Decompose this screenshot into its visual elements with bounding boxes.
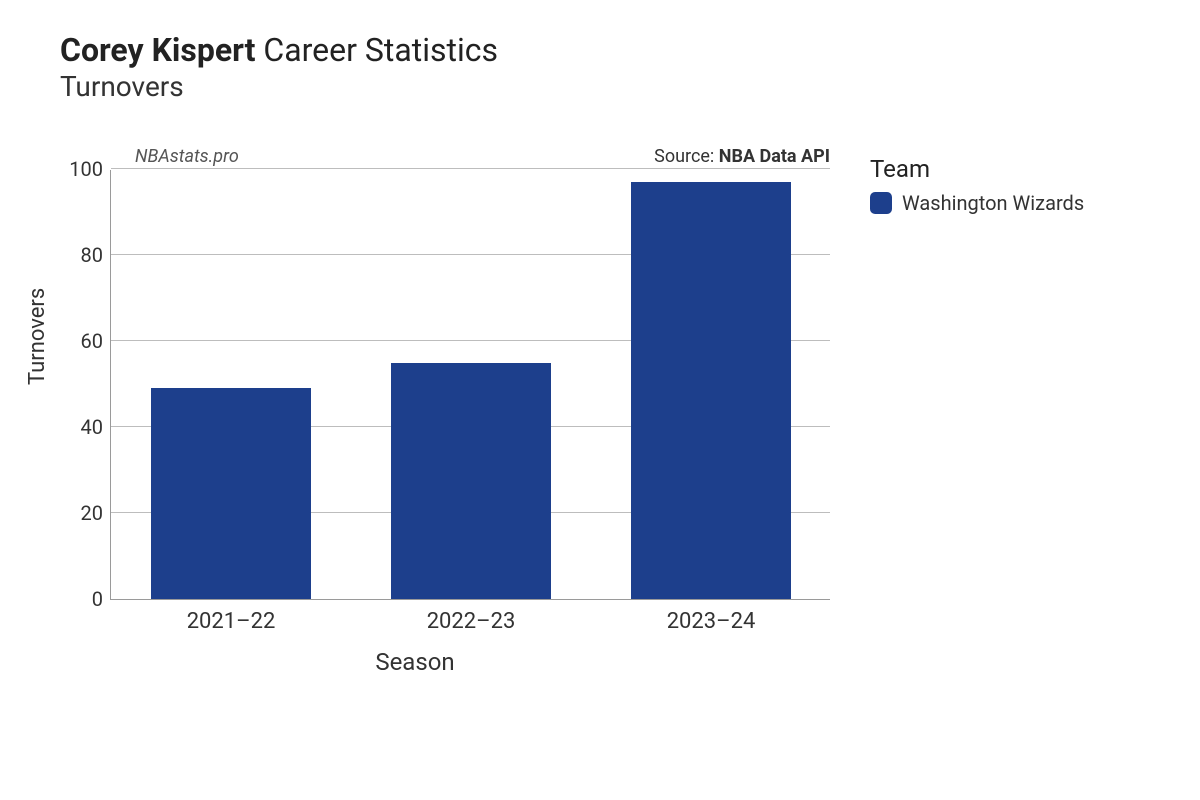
legend-title: Team [870, 155, 1084, 183]
x-tick-label: 2022–23 [427, 609, 516, 634]
watermark-text: NBAstats.pro [135, 146, 239, 167]
source-name: NBA Data API [719, 146, 830, 167]
y-tick-label: 20 [81, 501, 103, 525]
bar [391, 363, 552, 600]
y-tick-label: 100 [69, 157, 103, 181]
y-tick-label: 0 [92, 587, 103, 611]
y-tick-label: 60 [81, 329, 103, 353]
legend-item-label: Washington Wizards [902, 191, 1084, 215]
legend-item: Washington Wizards [870, 191, 1084, 215]
title-block: Corey Kispert Career Statistics Turnover… [60, 30, 498, 103]
bar [151, 388, 312, 599]
y-tick-label: 40 [81, 415, 103, 439]
bar [631, 182, 792, 599]
chart-subtitle: Turnovers [60, 70, 498, 103]
y-tick-label: 80 [81, 243, 103, 267]
source-label: Source: NBA Data API [654, 146, 830, 167]
grid-line [111, 168, 830, 169]
x-tick-label: 2023–24 [667, 609, 756, 634]
y-axis-title: Turnovers [25, 288, 50, 385]
legend: Team Washington Wizards [870, 155, 1084, 215]
title-player-name: Corey Kispert [60, 31, 255, 69]
x-tick-label: 2021–22 [187, 609, 276, 634]
chart-root: Corey Kispert Career Statistics Turnover… [0, 0, 1200, 800]
plot-wrap: NBAstats.pro Source: NBA Data API 020406… [75, 150, 835, 650]
legend-swatch [870, 192, 892, 214]
x-axis-title: Season [0, 648, 830, 676]
plot-area: 0204060801002021–222022–232023–24 [110, 170, 830, 600]
title-suffix: Career Statistics [255, 31, 498, 69]
source-prefix: Source: [654, 146, 719, 167]
chart-title: Corey Kispert Career Statistics [60, 30, 498, 70]
